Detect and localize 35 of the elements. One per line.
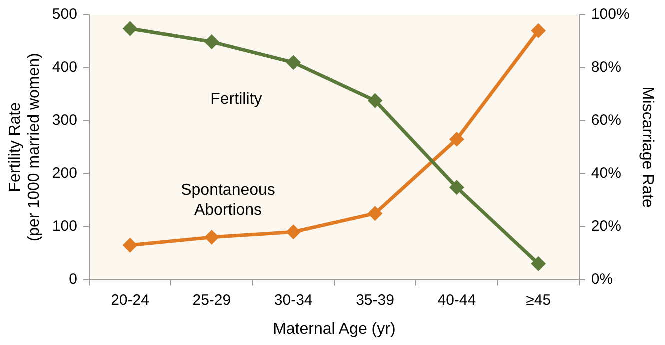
y-tick-label: 0	[69, 270, 78, 288]
point	[532, 24, 546, 38]
y-tick-label: 100	[52, 218, 78, 235]
y-axis-title: Fertility Rate (per 1000 married women)	[7, 53, 44, 242]
x-tick-label: ≥45	[526, 292, 552, 309]
point	[205, 230, 219, 244]
x-tick-label: 20-24	[111, 292, 150, 309]
point	[532, 257, 546, 271]
point	[450, 180, 464, 194]
x-tick-label: 40-44	[438, 292, 476, 309]
x-tick-label: 30-34	[274, 292, 313, 309]
y2-tick-label: 20%	[591, 218, 622, 235]
x-axis-title: Maternal Age (yr)	[273, 320, 396, 338]
point	[368, 206, 382, 220]
point	[450, 132, 464, 146]
y2-tick-label: 100%	[591, 6, 630, 24]
y-tick-label: 500	[52, 6, 78, 24]
point	[286, 56, 300, 70]
point	[124, 238, 138, 252]
text: Fertility	[210, 91, 262, 108]
x-tick-label: 25-29	[192, 292, 232, 309]
y2-tick-label: 60%	[591, 112, 622, 130]
y2-axis-title: Miscarriage Rate	[638, 86, 656, 208]
y2-tick-label: 0%	[591, 270, 614, 288]
y-tick-label: 200	[52, 165, 78, 182]
point	[124, 22, 138, 36]
y2-tick-label: 40%	[591, 165, 622, 182]
point	[286, 225, 300, 239]
point	[368, 94, 382, 108]
y-tick-label: 400	[52, 59, 78, 76]
series-label: Spontaneous Abortions	[181, 182, 276, 219]
y2-tick-label: 80%	[591, 59, 622, 76]
x-tick-label: 35-39	[356, 292, 394, 309]
y-tick-label: 300	[52, 112, 78, 130]
point	[205, 35, 219, 49]
